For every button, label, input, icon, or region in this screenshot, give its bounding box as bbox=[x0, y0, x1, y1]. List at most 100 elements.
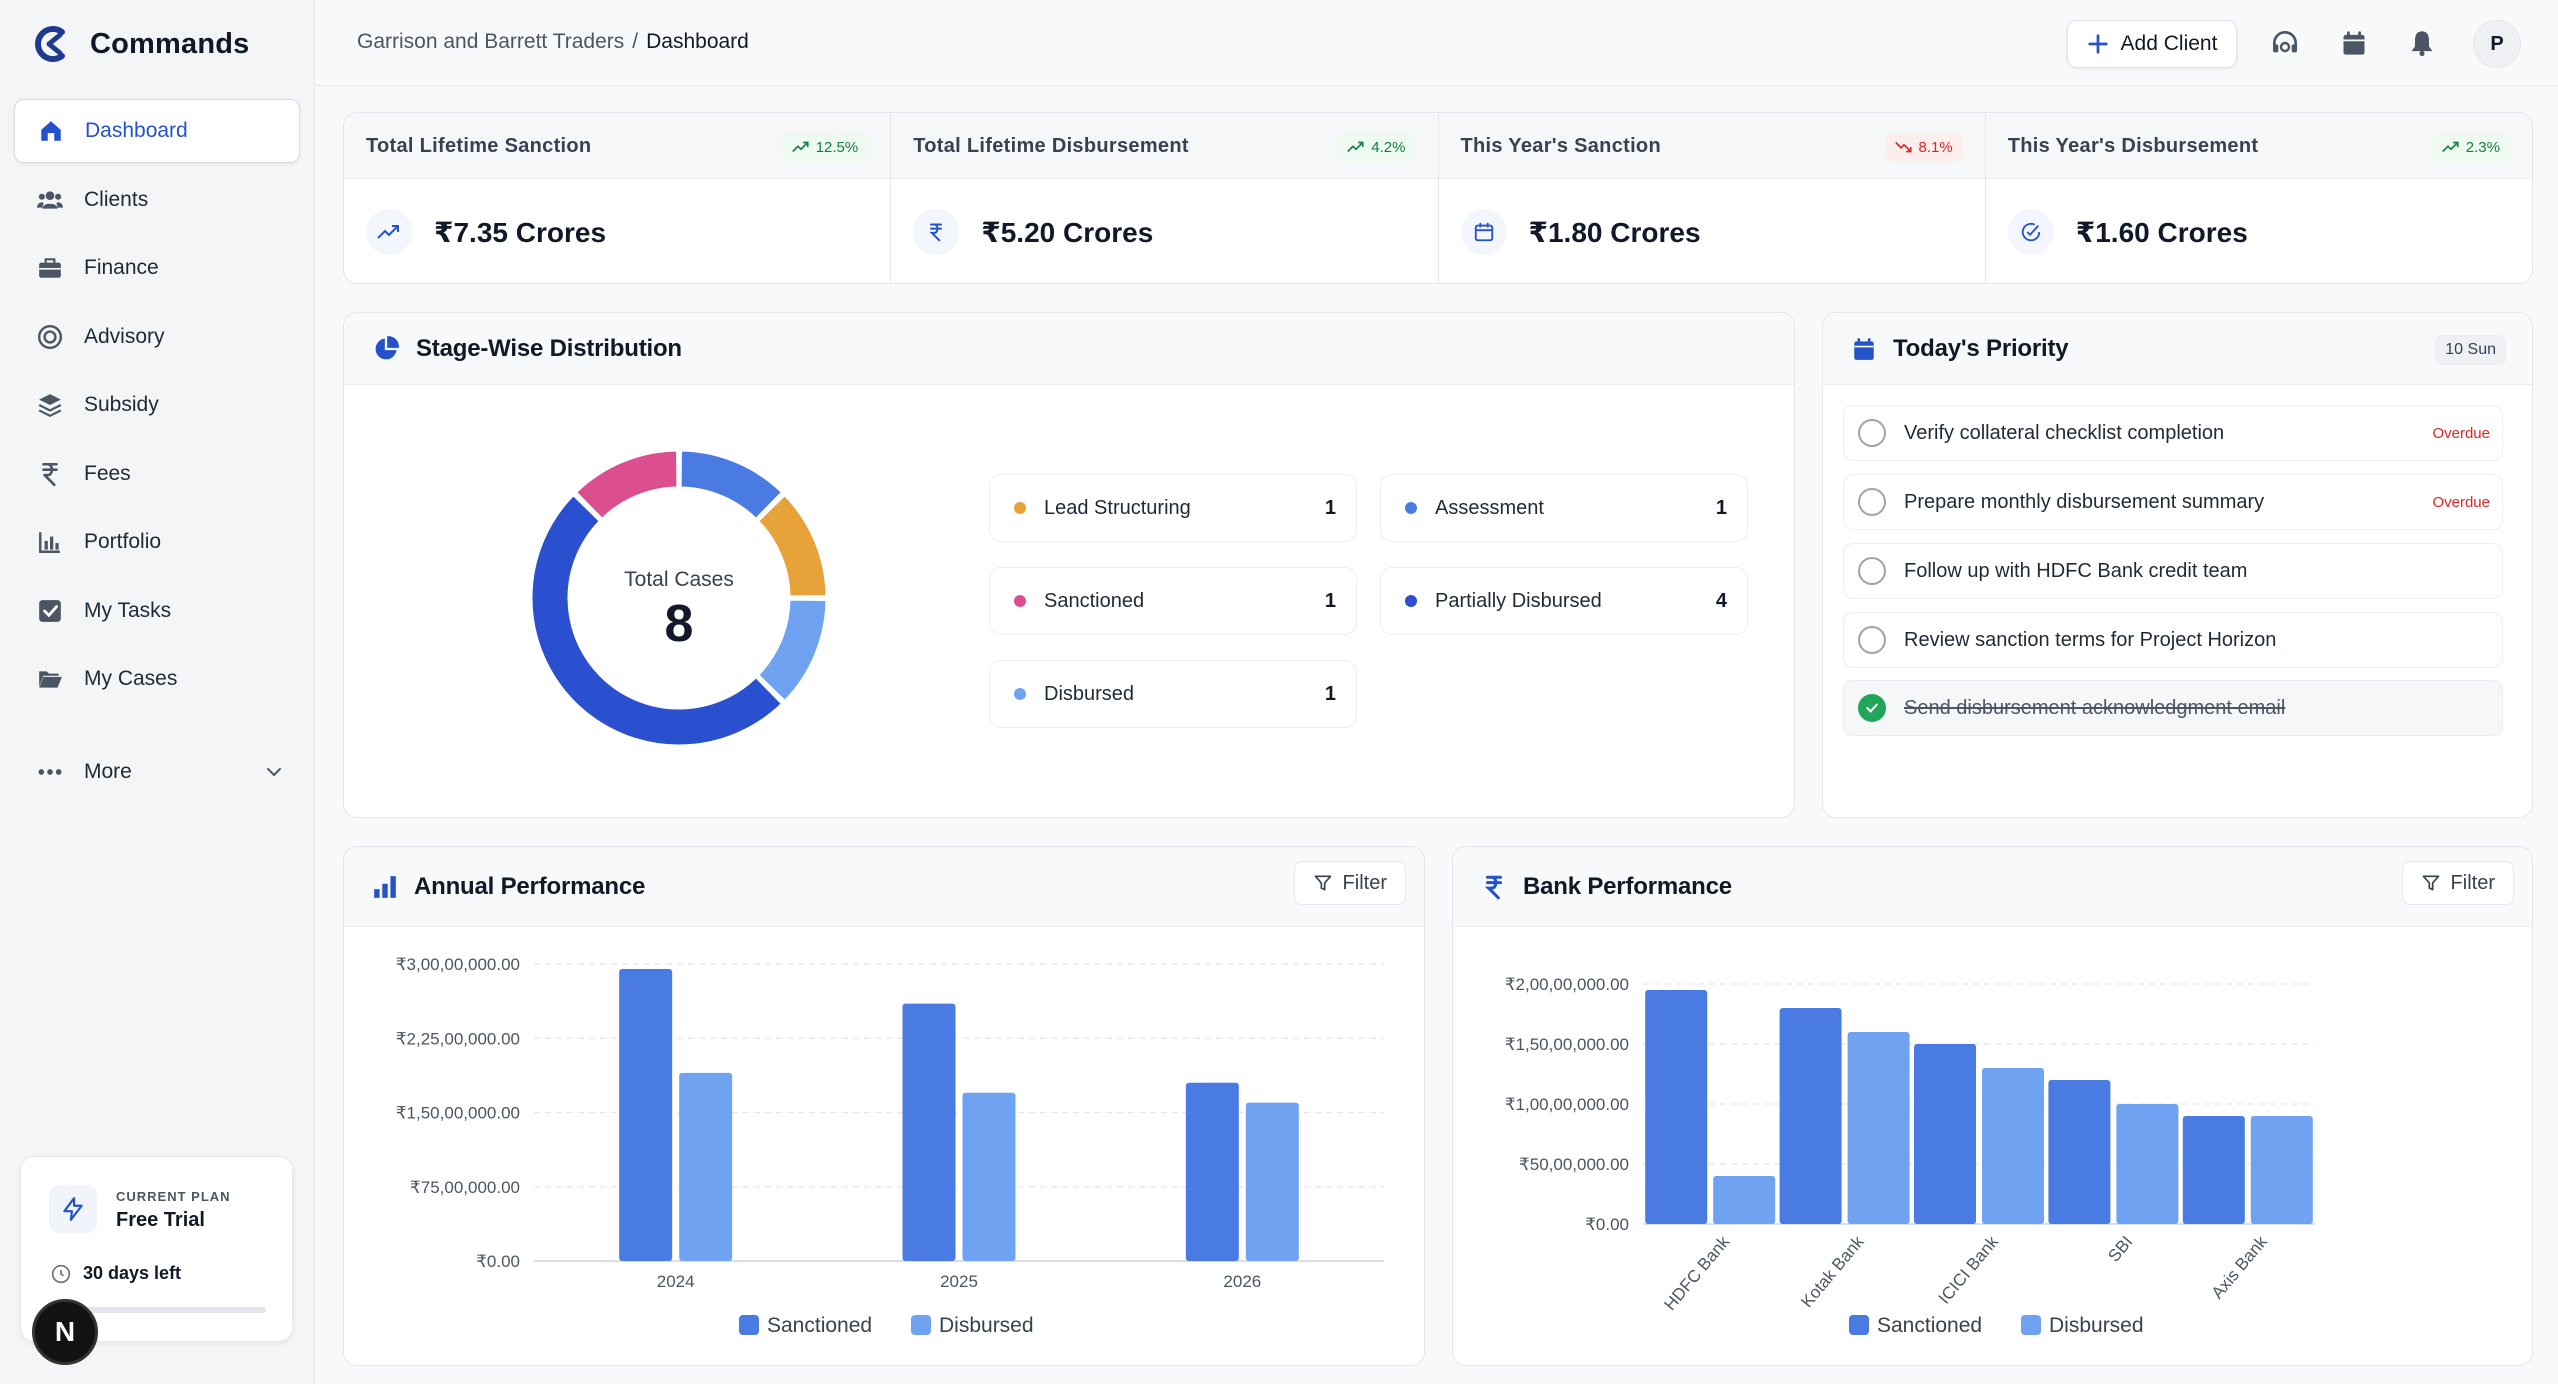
more-menu-toggle[interactable]: More bbox=[14, 742, 300, 802]
bar-disbursed-hdfc-bank[interactable] bbox=[1713, 1176, 1776, 1224]
plan-kicker: CURRENT PLAN bbox=[116, 1189, 231, 1204]
donut-slice-assessment[interactable] bbox=[678, 448, 785, 522]
stat-value: ₹1.80 Crores bbox=[1528, 216, 1701, 248]
sidebar-item-clients[interactable]: Clients bbox=[14, 168, 300, 232]
bar-sanctioned-kotak-bank[interactable] bbox=[1779, 1008, 1842, 1224]
sidebar-item-portfolio[interactable]: Portfolio bbox=[14, 510, 300, 574]
bar-disbursed-axis-bank[interactable] bbox=[2250, 1116, 2313, 1224]
legend-dot bbox=[1405, 595, 1417, 607]
legend-item-sanctioned[interactable]: Sanctioned 1 bbox=[989, 567, 1357, 635]
legend-item-disbursed[interactable]: Disbursed 1 bbox=[989, 660, 1357, 728]
trend-value: 2.3% bbox=[2465, 138, 2500, 156]
bar-disbursed-2026[interactable] bbox=[1245, 1102, 1299, 1261]
filter-button[interactable]: Filter bbox=[2401, 861, 2514, 905]
plus-icon bbox=[2087, 34, 2108, 54]
sidebar-item-my-cases[interactable]: My Cases bbox=[14, 647, 300, 711]
bar-disbursed-2025[interactable] bbox=[962, 1092, 1016, 1261]
legend-label[interactable]: Disbursed bbox=[2049, 1314, 2144, 1337]
priority-task[interactable]: Review sanction terms for Project Horizo… bbox=[1843, 612, 2503, 668]
priority-task[interactable]: Prepare monthly disbursement summary Ove… bbox=[1843, 474, 2503, 530]
stat-value: ₹7.35 Crores bbox=[434, 216, 607, 248]
sidebar-item-my-tasks[interactable]: My Tasks bbox=[14, 579, 300, 643]
task-checkbox[interactable] bbox=[1858, 557, 1886, 585]
priority-task[interactable]: Follow up with HDFC Bank credit team bbox=[1843, 543, 2503, 599]
sidebar-item-advisory[interactable]: Advisory bbox=[14, 305, 300, 369]
sidebar-item-dashboard[interactable]: Dashboard bbox=[14, 99, 300, 163]
plan-name: Free Trial bbox=[116, 1209, 205, 1231]
headset-icon[interactable] bbox=[2268, 26, 2302, 60]
priority-task[interactable]: Verify collateral checklist completion O… bbox=[1843, 405, 2503, 461]
donut-slice-partially-disbursed[interactable] bbox=[529, 492, 785, 748]
legend-swatch bbox=[911, 1315, 931, 1335]
bell-icon[interactable] bbox=[2405, 26, 2439, 60]
x-tick-label: 2024 bbox=[657, 1272, 695, 1291]
donut-center-value: 8 bbox=[665, 595, 694, 653]
x-tick-label: Kotak Bank bbox=[1797, 1232, 1868, 1311]
bar-disbursed-kotak-bank[interactable] bbox=[1847, 1032, 1910, 1224]
legend-label[interactable]: Sanctioned bbox=[767, 1314, 872, 1337]
legend-label: Disbursed bbox=[1044, 682, 1135, 705]
trend-badge: 4.2% bbox=[1337, 133, 1416, 161]
legend-label: Lead Structuring bbox=[1044, 496, 1191, 519]
y-tick-label: ₹75,00,000.00 bbox=[410, 1178, 520, 1197]
task-checkbox[interactable] bbox=[1858, 488, 1886, 516]
sidebar-item-label: My Tasks bbox=[84, 598, 172, 622]
legend-item-assessment[interactable]: Assessment 1 bbox=[1380, 474, 1748, 542]
chevron-down-icon bbox=[267, 768, 281, 777]
filter-icon bbox=[2422, 875, 2439, 891]
bar-sanctioned-2026[interactable] bbox=[1185, 1082, 1239, 1261]
task-checkbox[interactable] bbox=[1858, 626, 1886, 654]
legend-label: Assessment bbox=[1435, 496, 1544, 519]
legend-label[interactable]: Sanctioned bbox=[1877, 1314, 1982, 1337]
y-tick-label: ₹0.00 bbox=[476, 1252, 520, 1271]
y-tick-label: ₹50,00,000.00 bbox=[1519, 1155, 1629, 1174]
stat-value: ₹5.20 Crores bbox=[981, 216, 1154, 248]
sidebar-item-subsidy[interactable]: Subsidy bbox=[14, 373, 300, 437]
bar-disbursed-sbi[interactable] bbox=[2116, 1104, 2179, 1224]
calendar-icon[interactable] bbox=[2337, 26, 2371, 60]
n-badge-button[interactable]: N bbox=[32, 1299, 98, 1365]
trend-value: 12.5% bbox=[815, 138, 859, 156]
home-icon bbox=[37, 117, 65, 145]
stat-value: ₹1.60 Crores bbox=[2075, 216, 2248, 248]
stat-card-year-sanction: This Year's Sanction 8.1% ₹1.80 Crores bbox=[1438, 113, 1986, 283]
legend-label: Sanctioned bbox=[1044, 589, 1145, 612]
sidebar-item-label: Advisory bbox=[84, 324, 165, 348]
bar-sanctioned-hdfc-bank[interactable] bbox=[1645, 990, 1708, 1224]
legend-swatch bbox=[1849, 1315, 1869, 1335]
bar-disbursed-2024[interactable] bbox=[679, 1072, 733, 1261]
bar-disbursed-icici-bank[interactable] bbox=[1982, 1068, 2044, 1224]
bar-sanctioned-sbi[interactable] bbox=[2048, 1080, 2111, 1224]
donut-slice-lead-structuring[interactable] bbox=[755, 492, 829, 599]
app-logo[interactable]: Commands bbox=[32, 22, 250, 66]
card-title: Annual Performance bbox=[414, 872, 646, 900]
legend-label[interactable]: Disbursed bbox=[939, 1314, 1034, 1337]
donut-slice-sanctioned[interactable] bbox=[573, 448, 680, 522]
bar-sanctioned-icici-bank[interactable] bbox=[1914, 1044, 1976, 1224]
add-client-button[interactable]: Add Client bbox=[2067, 20, 2237, 68]
legend-item-partially-disbursed[interactable]: Partially Disbursed 4 bbox=[1380, 567, 1748, 635]
legend-item-lead-structuring[interactable]: Lead Structuring 1 bbox=[989, 474, 1357, 542]
legend-count: 1 bbox=[1715, 496, 1727, 519]
task-checkbox-checked[interactable] bbox=[1858, 694, 1886, 722]
task-checkbox[interactable] bbox=[1858, 419, 1886, 447]
legend-dot bbox=[1014, 688, 1026, 700]
bar-sanctioned-axis-bank[interactable] bbox=[2182, 1116, 2245, 1224]
priority-task-done[interactable]: Send disbursement acknowledgment email bbox=[1843, 680, 2503, 736]
sidebar-item-finance[interactable]: Finance bbox=[14, 236, 300, 300]
logo-icon bbox=[35, 26, 65, 62]
trend-up-icon bbox=[2441, 141, 2459, 153]
donut-slice-disbursed[interactable] bbox=[755, 597, 829, 704]
breadcrumb-parent[interactable]: Garrison and Barrett Traders bbox=[357, 30, 625, 53]
user-avatar[interactable]: P bbox=[2473, 20, 2521, 68]
filter-button[interactable]: Filter bbox=[1293, 861, 1406, 905]
filter-label: Filter bbox=[1342, 871, 1387, 894]
top-bar: Garrison and Barrett Traders / Dashboard… bbox=[315, 0, 2558, 86]
sidebar-item-fees[interactable]: Fees bbox=[14, 442, 300, 506]
y-tick-label: ₹1,00,00,000.00 bbox=[1505, 1095, 1629, 1114]
check-circle-icon bbox=[2007, 209, 2054, 255]
bar-sanctioned-2024[interactable] bbox=[619, 968, 673, 1261]
bar-sanctioned-2025[interactable] bbox=[902, 1003, 956, 1261]
more-label: More bbox=[84, 760, 132, 783]
legend-dot bbox=[1405, 502, 1417, 514]
